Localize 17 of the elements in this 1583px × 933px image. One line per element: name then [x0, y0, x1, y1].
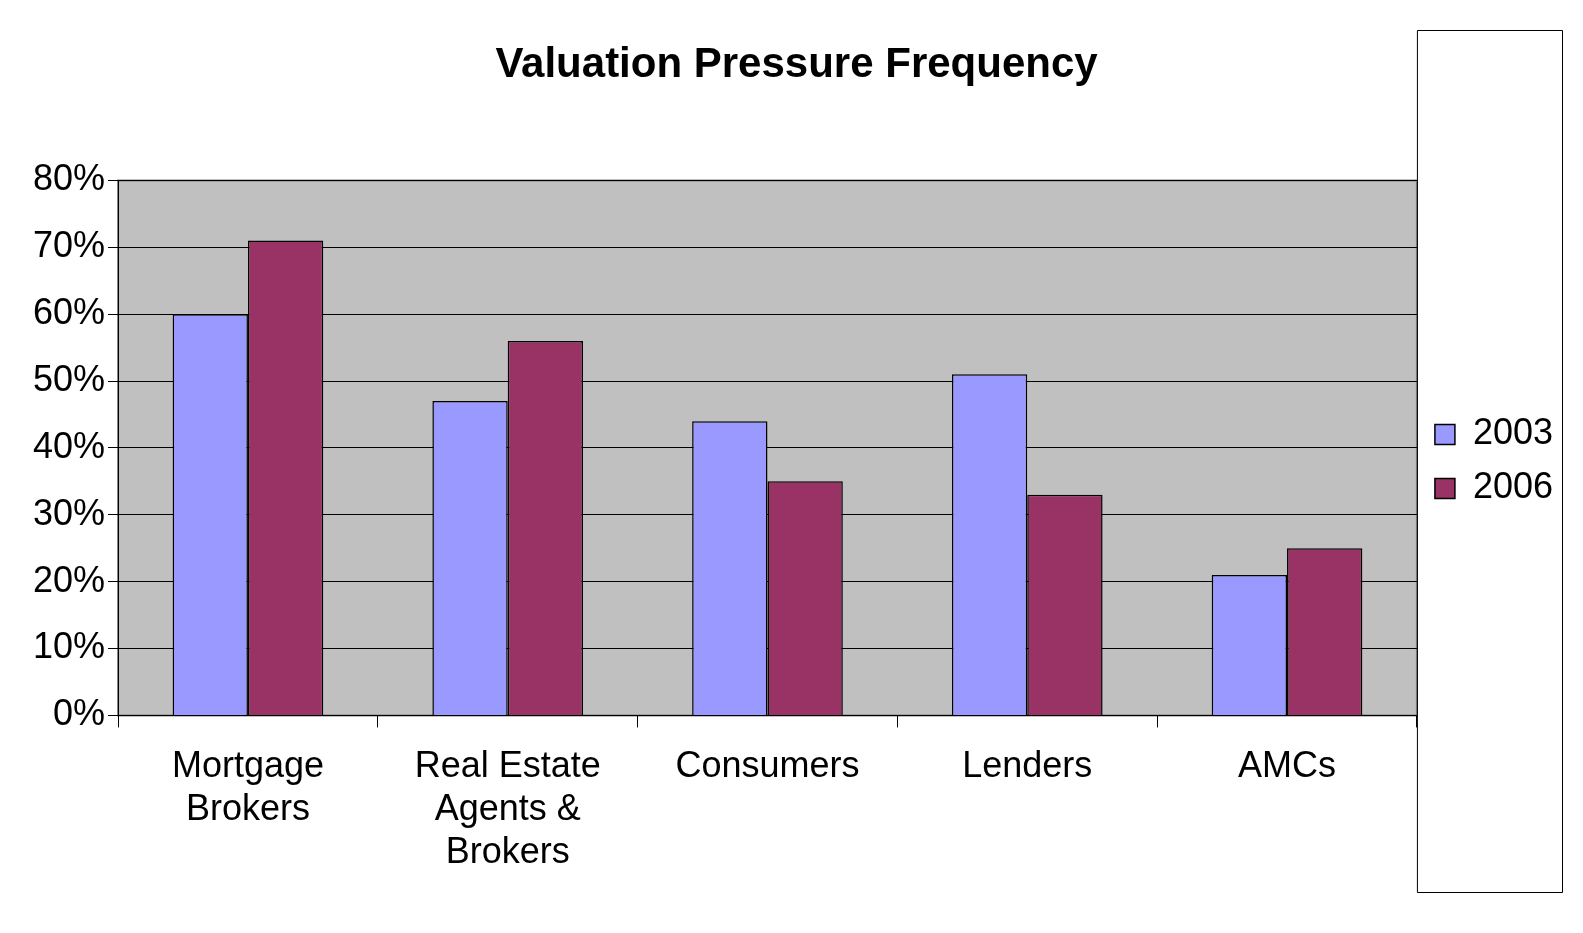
- chart-title: Valuation Pressure Frequency: [495, 38, 1099, 86]
- y-tick-label: 30%: [32, 491, 106, 533]
- x-tick-label: AMCs: [1238, 743, 1337, 785]
- x-tick-label: Lenders: [962, 743, 1093, 785]
- x-tick-label: Mortgage Brokers: [171, 743, 324, 829]
- x-tick-label: Consumers: [675, 743, 860, 785]
- legend-label: 2003: [1472, 411, 1554, 453]
- y-tick-label: 40%: [32, 424, 106, 466]
- y-tick-label: 50%: [32, 357, 106, 399]
- legend-label: 2006: [1472, 465, 1554, 507]
- y-tick-label: 20%: [32, 558, 106, 600]
- y-tick-label: 70%: [32, 224, 106, 266]
- x-tick-label: Real Estate Agents & Brokers: [414, 743, 601, 872]
- y-tick-label: 10%: [32, 625, 106, 667]
- y-tick-label: 0%: [53, 692, 106, 734]
- y-tick-label: 80%: [32, 157, 106, 199]
- y-tick-label: 60%: [32, 291, 106, 333]
